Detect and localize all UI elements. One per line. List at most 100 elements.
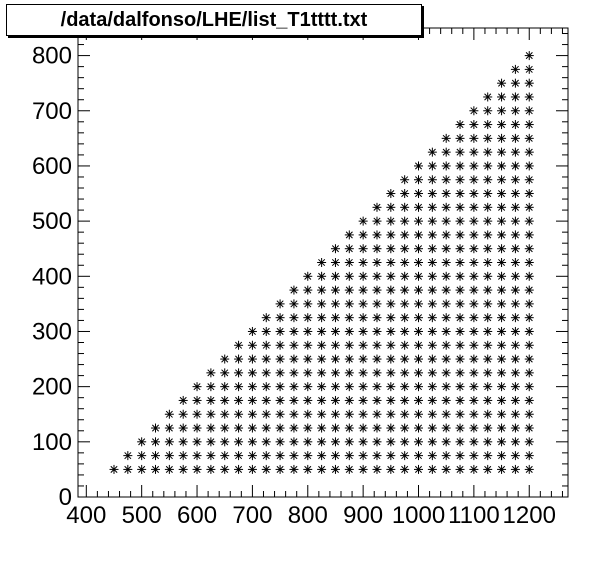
data-point bbox=[469, 244, 479, 254]
data-point bbox=[317, 423, 327, 433]
data-point bbox=[469, 106, 479, 116]
data-point bbox=[358, 409, 368, 419]
data-point bbox=[317, 382, 327, 392]
data-point bbox=[469, 120, 479, 130]
data-point bbox=[206, 368, 216, 378]
data-point bbox=[455, 161, 465, 171]
data-point bbox=[386, 340, 396, 350]
data-point bbox=[123, 451, 133, 461]
data-point bbox=[469, 451, 479, 461]
data-point bbox=[386, 271, 396, 281]
data-point bbox=[455, 299, 465, 309]
data-point bbox=[483, 368, 493, 378]
data-point bbox=[386, 258, 396, 267]
data-point bbox=[414, 258, 424, 267]
data-point bbox=[330, 313, 340, 323]
data-point bbox=[510, 147, 520, 157]
data-point bbox=[344, 395, 354, 405]
data-point bbox=[234, 409, 244, 419]
data-point bbox=[510, 78, 520, 88]
data-point bbox=[234, 464, 244, 474]
data-point bbox=[261, 464, 271, 474]
data-point bbox=[206, 382, 216, 392]
data-point bbox=[386, 464, 396, 474]
data-point bbox=[137, 464, 147, 474]
data-point bbox=[510, 313, 520, 323]
data-point bbox=[441, 216, 451, 226]
data-point bbox=[192, 437, 202, 447]
data-point bbox=[344, 230, 354, 240]
data-point bbox=[400, 423, 410, 433]
data-point bbox=[164, 464, 174, 474]
y-tick-label: 0 bbox=[59, 484, 72, 511]
data-point bbox=[358, 230, 368, 240]
data-point bbox=[483, 120, 493, 130]
data-point bbox=[317, 326, 327, 336]
data-point bbox=[400, 354, 410, 364]
data-point bbox=[497, 147, 507, 157]
data-point bbox=[330, 382, 340, 392]
y-tick-label: 800 bbox=[32, 43, 72, 70]
data-point bbox=[524, 230, 534, 240]
data-point bbox=[400, 340, 410, 350]
data-point bbox=[510, 175, 520, 185]
data-point bbox=[455, 464, 465, 474]
data-point bbox=[510, 326, 520, 336]
data-point bbox=[427, 395, 437, 405]
data-point bbox=[234, 451, 244, 461]
data-point bbox=[497, 202, 507, 212]
data-point bbox=[483, 382, 493, 392]
data-point bbox=[303, 326, 313, 336]
data-point bbox=[330, 258, 340, 267]
data-point bbox=[400, 244, 410, 254]
data-point bbox=[164, 451, 174, 461]
data-point bbox=[510, 451, 520, 461]
data-point bbox=[358, 395, 368, 405]
data-point bbox=[497, 161, 507, 171]
data-point bbox=[317, 451, 327, 461]
data-point bbox=[330, 299, 340, 309]
data-point bbox=[372, 258, 382, 267]
data-point bbox=[441, 368, 451, 378]
data-point bbox=[469, 464, 479, 474]
data-point bbox=[414, 423, 424, 433]
data-point bbox=[330, 423, 340, 433]
data-point bbox=[372, 313, 382, 323]
data-point bbox=[524, 340, 534, 350]
data-point bbox=[414, 354, 424, 364]
data-point bbox=[510, 299, 520, 309]
data-point bbox=[344, 409, 354, 419]
data-point bbox=[247, 395, 257, 405]
data-point bbox=[317, 464, 327, 474]
data-point bbox=[455, 285, 465, 295]
y-tick-label: 400 bbox=[32, 263, 72, 290]
data-point bbox=[455, 244, 465, 254]
data-point bbox=[427, 258, 437, 267]
data-point bbox=[524, 120, 534, 130]
data-point bbox=[400, 175, 410, 185]
data-point bbox=[441, 230, 451, 240]
data-point bbox=[510, 409, 520, 419]
data-point bbox=[427, 354, 437, 364]
data-point bbox=[510, 202, 520, 212]
data-point bbox=[400, 395, 410, 405]
data-point bbox=[427, 299, 437, 309]
data-point bbox=[206, 395, 216, 405]
data-point bbox=[358, 423, 368, 433]
data-point bbox=[344, 437, 354, 447]
data-point bbox=[524, 395, 534, 405]
data-point bbox=[427, 451, 437, 461]
data-point bbox=[303, 409, 313, 419]
data-point bbox=[427, 175, 437, 185]
data-point bbox=[206, 409, 216, 419]
data-point bbox=[497, 78, 507, 88]
data-point bbox=[469, 230, 479, 240]
data-point bbox=[483, 437, 493, 447]
data-point bbox=[441, 409, 451, 419]
data-point bbox=[441, 382, 451, 392]
data-point bbox=[289, 313, 299, 323]
data-point bbox=[330, 340, 340, 350]
data-point bbox=[275, 326, 285, 336]
data-point bbox=[524, 451, 534, 461]
